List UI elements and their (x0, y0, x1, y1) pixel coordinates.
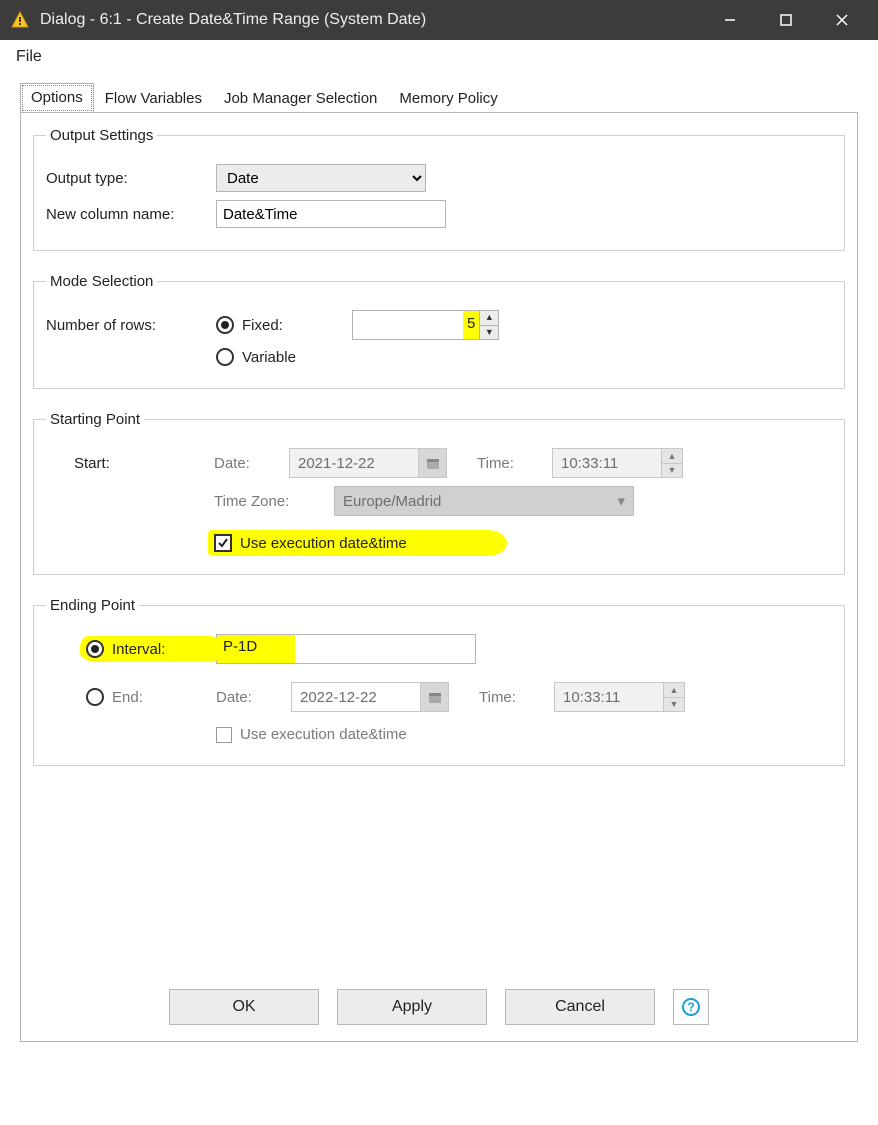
menu-file[interactable]: File (12, 46, 46, 68)
label-end-date: Date: (216, 689, 291, 706)
radio-interval[interactable] (86, 640, 104, 658)
field-end-time: 10:33:11 ▲ ▼ (554, 682, 685, 712)
value-end-time: 10:33:11 (554, 682, 664, 712)
value-end-date: 2022-12-22 (291, 682, 421, 712)
time-up-icon: ▲ (664, 683, 684, 698)
field-end-date: 2022-12-22 (291, 682, 449, 712)
svg-text:?: ? (687, 1000, 694, 1014)
app-icon (10, 10, 30, 30)
label-timezone: Time Zone: (214, 493, 324, 510)
label-start: Start: (74, 455, 214, 472)
label-end-use-exec: Use execution date&time (240, 726, 407, 743)
spinner-fixed-rows-blank[interactable] (353, 311, 463, 339)
help-button[interactable]: ? (673, 989, 709, 1025)
value-start-time: 10:33:11 (552, 448, 662, 478)
select-output-type[interactable]: Date (216, 164, 426, 192)
spinner-fixed-rows-value[interactable]: 5 (463, 311, 479, 339)
label-fixed: Fixed: (242, 317, 342, 334)
legend-output-settings: Output Settings (46, 127, 157, 144)
minimize-button[interactable] (702, 0, 758, 40)
apply-button[interactable]: Apply (337, 989, 487, 1025)
time-up-icon: ▲ (662, 449, 682, 464)
label-new-column: New column name: (46, 206, 216, 223)
close-button[interactable] (814, 0, 870, 40)
tab-job-manager[interactable]: Job Manager Selection (213, 84, 388, 113)
input-interval[interactable]: P-1D (216, 634, 476, 664)
label-variable: Variable (242, 349, 296, 366)
calendar-icon (419, 448, 447, 478)
menubar: File (0, 40, 878, 72)
legend-starting-point: Starting Point (46, 411, 144, 428)
spinner-up-icon[interactable]: ▲ (480, 311, 498, 326)
group-starting-point: Starting Point Start: Date: 2021-12-22 T… (33, 411, 845, 575)
time-down-icon: ▼ (662, 464, 682, 478)
value-start-date: 2021-12-22 (289, 448, 419, 478)
maximize-button[interactable] (758, 0, 814, 40)
radio-end[interactable] (86, 688, 104, 706)
radio-variable[interactable] (216, 348, 234, 366)
label-end: End: (112, 689, 143, 706)
checkbox-end-use-exec[interactable] (216, 727, 232, 743)
label-start-date: Date: (214, 455, 289, 472)
tab-memory-policy[interactable]: Memory Policy (388, 84, 508, 113)
legend-mode-selection: Mode Selection (46, 273, 157, 290)
titlebar: Dialog - 6:1 - Create Date&Time Range (S… (0, 0, 878, 40)
tab-panel-options: Output Settings Output type: Date New co… (20, 112, 858, 1042)
label-end-time: Time: (479, 689, 554, 706)
spinner-down-icon[interactable]: ▼ (480, 326, 498, 340)
cancel-button[interactable]: Cancel (505, 989, 655, 1025)
ok-button[interactable]: OK (169, 989, 319, 1025)
select-timezone: Europe/Madrid ▾ (334, 486, 634, 516)
group-output-settings: Output Settings Output type: Date New co… (33, 127, 845, 251)
field-start-time: 10:33:11 ▲ ▼ (552, 448, 683, 478)
input-new-column[interactable] (216, 200, 446, 228)
tab-options[interactable]: Options (20, 83, 94, 113)
label-output-type: Output type: (46, 170, 216, 187)
tab-flow-variables[interactable]: Flow Variables (94, 84, 213, 113)
label-interval: Interval: (112, 641, 165, 658)
label-start-time: Time: (477, 455, 552, 472)
checkbox-start-use-exec[interactable] (214, 534, 232, 552)
tab-strip: Options Flow Variables Job Manager Selec… (20, 82, 858, 113)
value-timezone: Europe/Madrid (343, 493, 441, 510)
group-ending-point: Ending Point Interval: P-1D End: Date: (33, 597, 845, 766)
time-down-icon: ▼ (664, 698, 684, 712)
radio-fixed[interactable] (216, 316, 234, 334)
calendar-icon (421, 682, 449, 712)
label-start-use-exec: Use execution date&time (240, 535, 407, 552)
dialog-button-bar: OK Apply Cancel ? (21, 989, 857, 1025)
spinner-fixed-rows[interactable]: 5 ▲ ▼ (352, 310, 499, 340)
label-num-rows: Number of rows: (46, 317, 216, 334)
chevron-down-icon: ▾ (617, 492, 625, 510)
legend-ending-point: Ending Point (46, 597, 139, 614)
field-start-date: 2021-12-22 (289, 448, 447, 478)
window-title: Dialog - 6:1 - Create Date&Time Range (S… (40, 11, 702, 29)
group-mode-selection: Mode Selection Number of rows: Fixed: 5 … (33, 273, 845, 389)
value-interval[interactable]: P-1D (217, 635, 295, 663)
